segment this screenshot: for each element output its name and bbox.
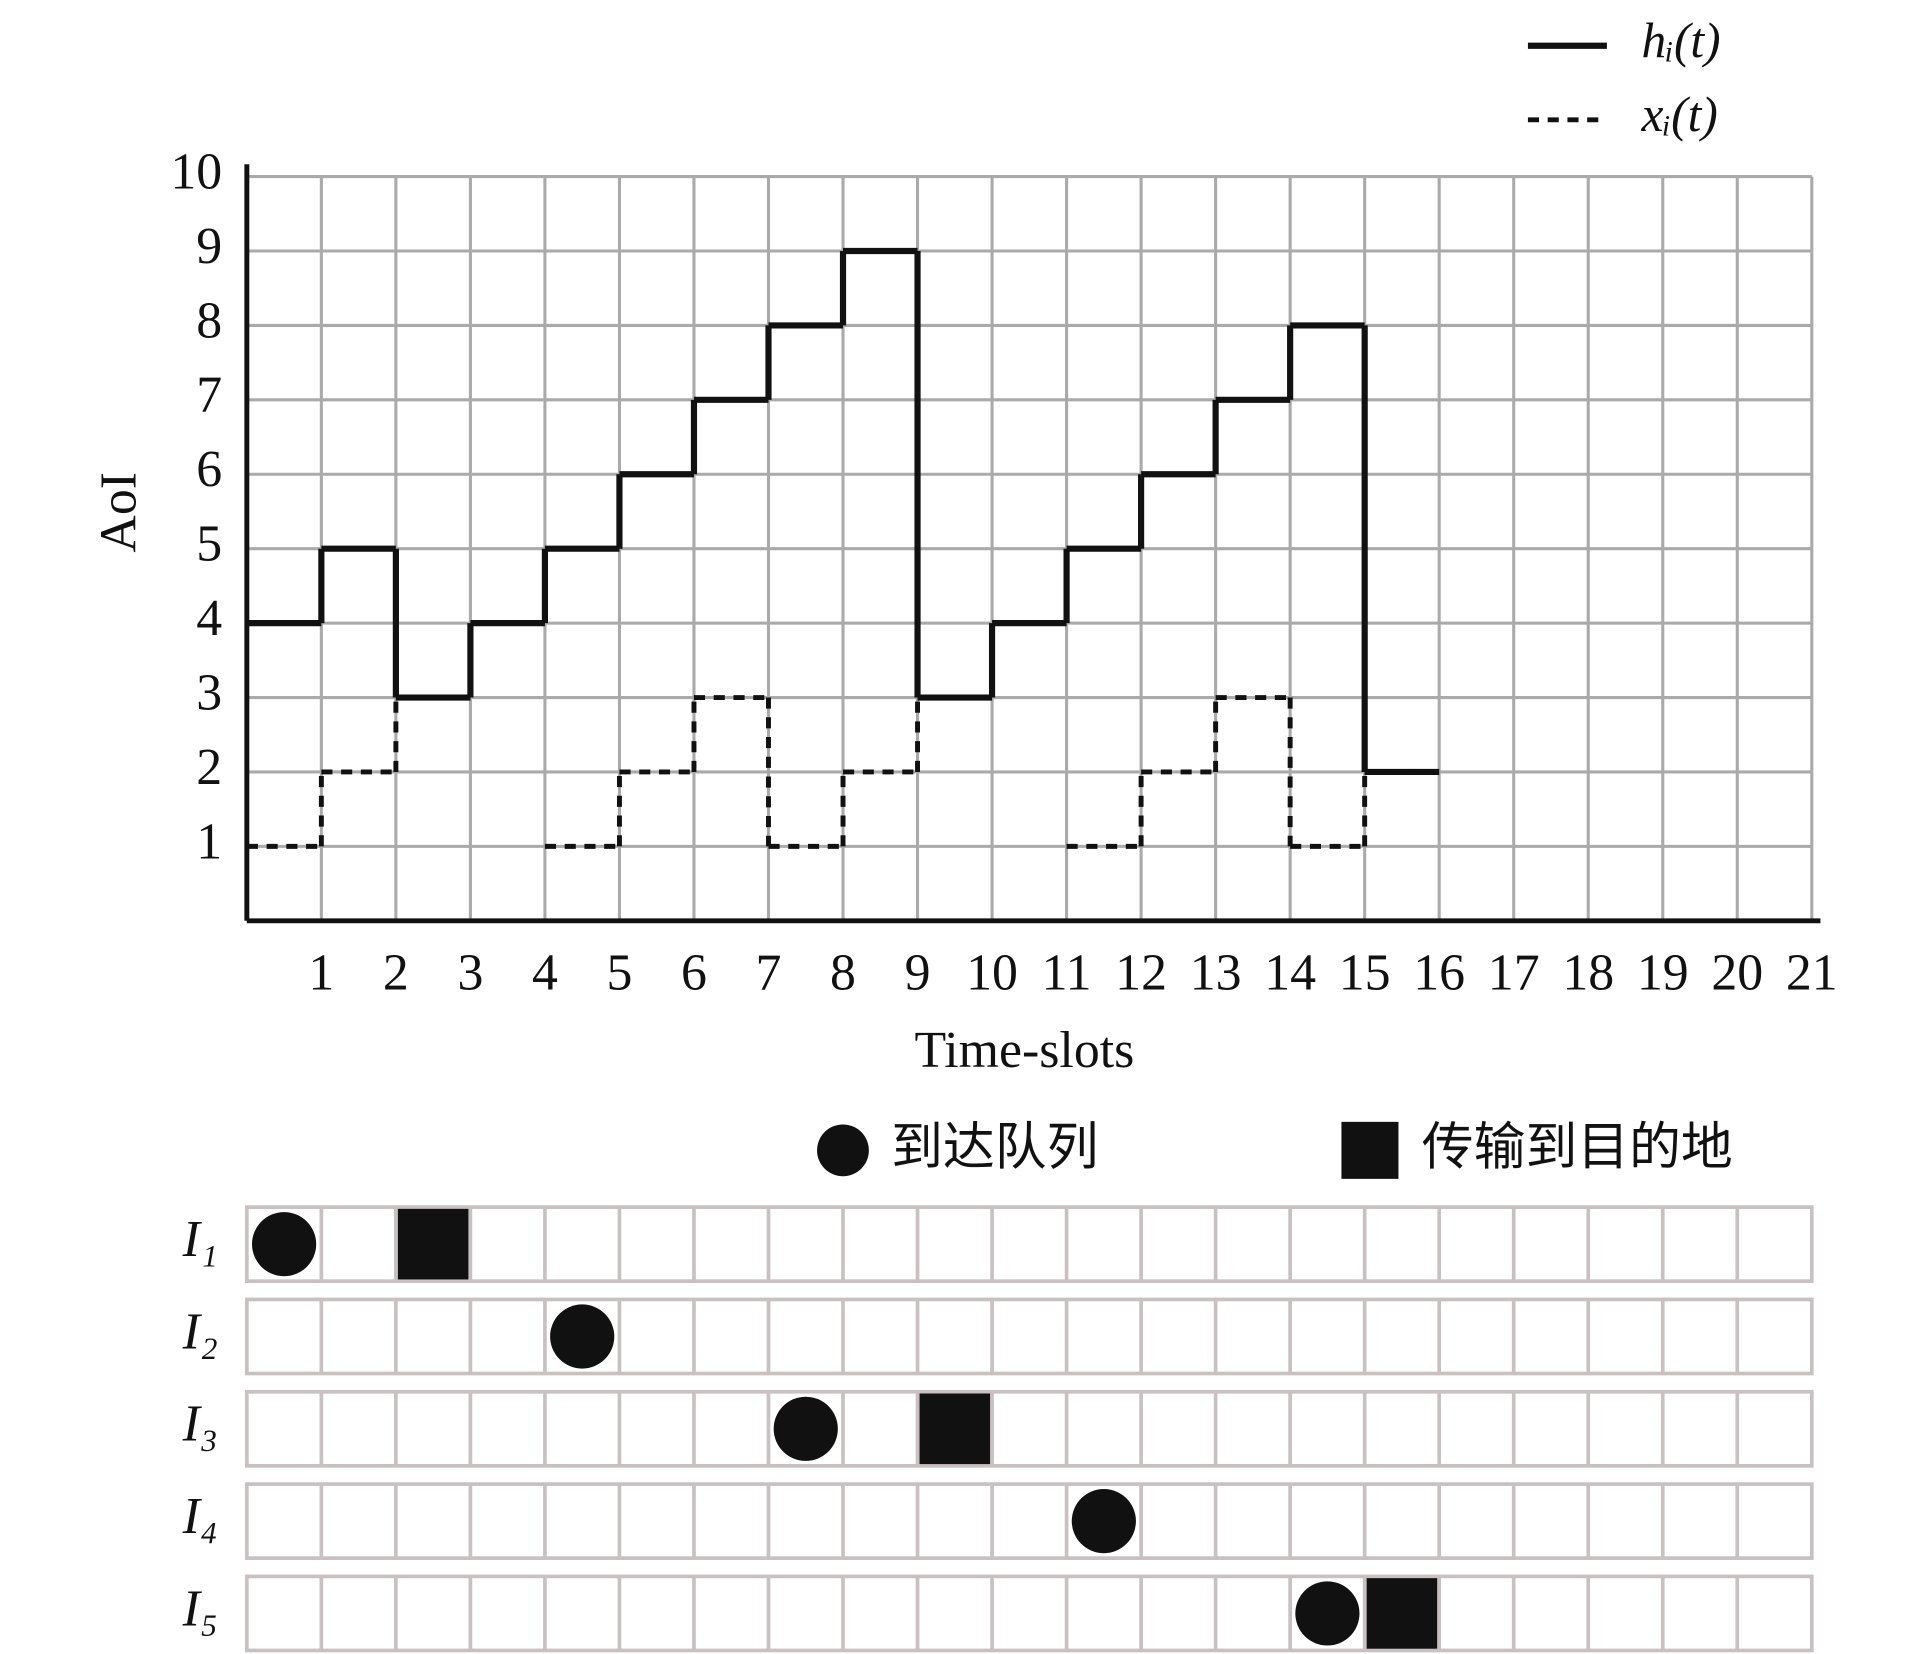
- x-tick-label: 15: [1339, 944, 1391, 1001]
- y-tick-label: 3: [196, 664, 222, 721]
- x-tick-label: 8: [830, 944, 856, 1001]
- row-label: I₃: [182, 1396, 218, 1453]
- y-tick-label: 8: [196, 292, 222, 349]
- event-marker: [919, 1393, 991, 1465]
- legend-marker: [817, 1124, 869, 1177]
- x-tick-label: 11: [1042, 944, 1092, 1001]
- x-tick-label: 9: [905, 944, 931, 1001]
- x-tick-label: 2: [383, 944, 409, 1001]
- y-tick-label: 7: [196, 367, 222, 424]
- row-label: I₁: [182, 1211, 218, 1268]
- y-tick-label: 9: [196, 218, 222, 275]
- event-marker: [252, 1212, 317, 1277]
- y-tick-label: 10: [170, 143, 222, 200]
- y-tick-label: 6: [196, 441, 222, 498]
- x-tick-label: 13: [1190, 944, 1242, 1001]
- x-tick-label: 17: [1488, 944, 1540, 1001]
- x-tick-label: 21: [1786, 944, 1838, 1001]
- row-label: I₅: [182, 1580, 218, 1637]
- x-tick-label: 6: [681, 944, 707, 1001]
- row-label: I₄: [182, 1488, 218, 1545]
- y-axis-label: AoI: [90, 472, 147, 553]
- x-tick-label: 18: [1562, 944, 1614, 1001]
- legend-marker: [1341, 1121, 1399, 1179]
- row-frame: [244, 1297, 1814, 1376]
- x-tick-label: 20: [1711, 944, 1763, 1001]
- y-tick-label: 1: [196, 813, 222, 870]
- x-tick-label: 5: [606, 944, 632, 1001]
- event-marker: [1366, 1578, 1438, 1649]
- legend-label: hᵢ(t): [1641, 13, 1720, 68]
- event-marker: [773, 1396, 838, 1461]
- row-label: I₂: [182, 1303, 218, 1360]
- x-axis-label: Time-slots: [914, 1022, 1134, 1079]
- legend-label: 到达队列: [891, 1117, 1098, 1177]
- x-tick-label: 12: [1115, 944, 1167, 1001]
- x-tick-label: 4: [532, 944, 558, 1001]
- y-tick-label: 2: [196, 739, 222, 796]
- x-tick-label: 19: [1637, 944, 1689, 1001]
- event-marker: [1295, 1581, 1360, 1646]
- row-frame: [244, 1482, 1814, 1560]
- event-marker: [1071, 1489, 1136, 1554]
- x-tick-label: 7: [756, 944, 782, 1001]
- y-tick-label: 4: [196, 590, 222, 647]
- event-marker: [550, 1304, 615, 1369]
- x-tick-label: 10: [966, 944, 1018, 1001]
- row-frame: [244, 1205, 1814, 1284]
- x-tick-label: 1: [308, 944, 334, 1001]
- row-frame: [244, 1574, 1814, 1653]
- row-frame: [244, 1389, 1814, 1468]
- x-tick-label: 16: [1413, 944, 1465, 1001]
- legend-label: 传输到目的地: [1422, 1117, 1733, 1177]
- y-tick-label: 5: [196, 516, 222, 573]
- x-tick-label: 14: [1264, 944, 1316, 1001]
- x-tick-label: 3: [457, 944, 483, 1001]
- legend-label: xᵢ(t): [1640, 87, 1717, 142]
- event-marker: [397, 1208, 469, 1280]
